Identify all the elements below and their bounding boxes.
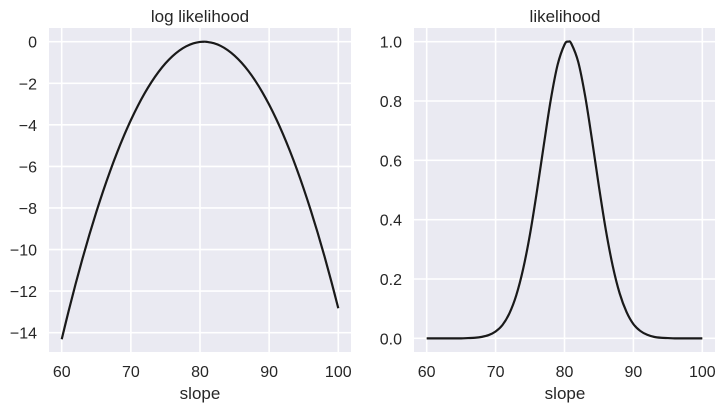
log-likelihood-axes: log likelihood slope 60 70 80 90 100 0 −2 −4 −6 −… bbox=[10, 7, 352, 403]
x-tick-label: 70 bbox=[122, 364, 140, 381]
x-tick-label: 60 bbox=[418, 364, 436, 381]
curve-line bbox=[426, 40, 703, 340]
x-tick-label: 100 bbox=[689, 364, 716, 381]
y-tick-label: 1.0 bbox=[380, 35, 402, 52]
y-tick-label: 0.0 bbox=[380, 331, 402, 348]
y-tick-label: 0 bbox=[28, 35, 37, 52]
y-tick-label: −2 bbox=[19, 76, 37, 93]
y-tick-label: 0.4 bbox=[380, 213, 402, 230]
x-tick-label: 80 bbox=[556, 364, 574, 381]
x-tick-label: 80 bbox=[191, 364, 209, 381]
x-tick-label: 60 bbox=[53, 364, 71, 381]
likelihood-axes: likelihood slope 60 70 80 90 100 0.0 0.2 0.4 0.6… bbox=[380, 7, 716, 403]
likelihood-title: likelihood bbox=[530, 7, 601, 26]
x-tick-label: 100 bbox=[325, 364, 352, 381]
log-likelihood-title: log likelihood bbox=[151, 7, 249, 26]
y-tick-label: −6 bbox=[19, 159, 37, 176]
y-tick-label: 0.6 bbox=[380, 153, 402, 170]
y-tick-label: −10 bbox=[10, 243, 37, 260]
x-tick-label: 70 bbox=[487, 364, 505, 381]
y-tick-label: 0.8 bbox=[380, 94, 402, 111]
y-tick-label: −14 bbox=[10, 326, 37, 343]
x-tick-label: 90 bbox=[625, 364, 643, 381]
y-tick-label: −8 bbox=[19, 201, 37, 218]
y-tick-label: −12 bbox=[10, 284, 37, 301]
log-likelihood-xlabel: slope bbox=[180, 384, 221, 403]
x-tick-label: 90 bbox=[260, 364, 278, 381]
likelihood-xlabel: slope bbox=[545, 384, 586, 403]
curve-line bbox=[60, 40, 340, 340]
y-tick-label: 0.2 bbox=[380, 272, 402, 289]
y-tick-label: −4 bbox=[19, 118, 37, 135]
